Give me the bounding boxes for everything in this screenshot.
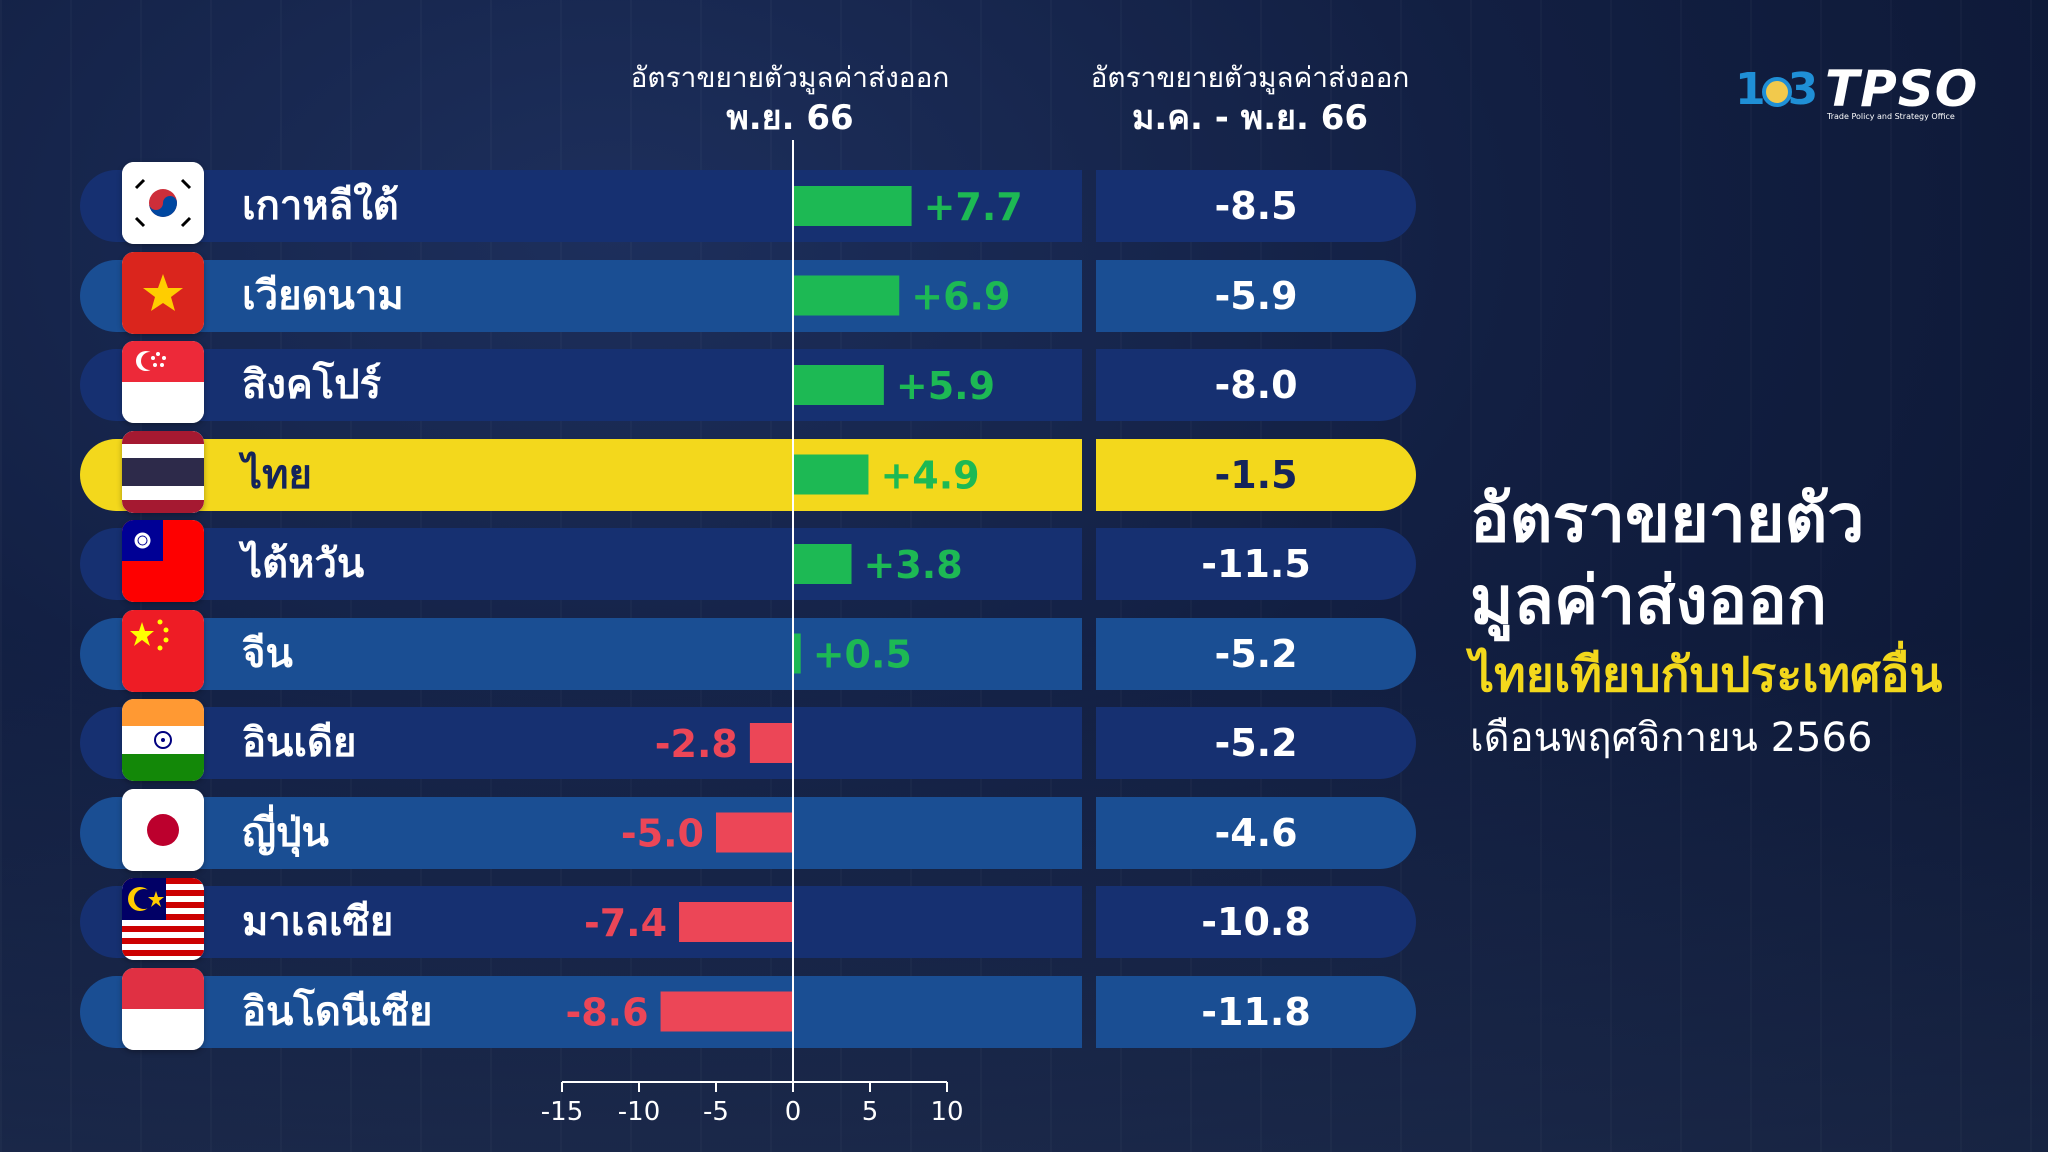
ytd-value-label: -5.9 xyxy=(1214,273,1298,318)
row-background-left xyxy=(80,886,1082,958)
row-background-left xyxy=(80,528,1082,600)
country-label: อินโดนีเซีย xyxy=(242,988,433,1035)
row-background-right xyxy=(1096,170,1416,242)
row-background-right xyxy=(1096,528,1416,600)
side-title-line4: เดือนพฤศจิกายน 2566 xyxy=(1470,715,1873,761)
ytd-value-label: -10.8 xyxy=(1201,900,1311,944)
country-label: เกาหลีใต้ xyxy=(242,183,399,229)
monthly-header-period: พ.ย. 66 xyxy=(726,98,854,138)
ytd-column-header: อัตราขยายตัวมูลค่าส่งออก ม.ค. - พ.ย. 66 xyxy=(1040,58,1460,138)
ytd-value-label: -1.5 xyxy=(1214,452,1298,497)
country-label: สิงคโปร์ xyxy=(242,362,382,408)
row-background-right xyxy=(1096,617,1416,690)
row-background-left xyxy=(80,170,1082,242)
ytd-value-label: -5.2 xyxy=(1214,631,1298,676)
row-background-right xyxy=(1096,886,1416,958)
flag-singapore-icon xyxy=(122,341,204,423)
flag-indonesia-icon xyxy=(122,967,204,1050)
side-title-line3: ไทยเทียบกับประเทศอื่น xyxy=(1470,647,1943,703)
flag-malaysia-icon xyxy=(122,878,204,960)
row-background-left xyxy=(80,796,1082,869)
row-background-left xyxy=(80,259,1082,332)
country-label: ญี่ปุ่น xyxy=(242,809,329,856)
flag-japan-icon xyxy=(122,788,204,871)
row-background-left xyxy=(80,975,1082,1048)
row-background-left xyxy=(80,349,1082,421)
brand-logo-subtitle: Trade Policy and Strategy Office xyxy=(1827,112,1955,121)
row-background-right xyxy=(1096,975,1416,1048)
ytd-value-label: -11.8 xyxy=(1201,989,1311,1034)
side-title-line1: อัตราขยายตัว xyxy=(1470,480,1865,557)
ytd-value-label: -5.2 xyxy=(1214,721,1298,765)
ytd-value-label: -8.5 xyxy=(1214,184,1298,228)
flag-thailand-icon xyxy=(122,430,204,513)
flag-korea-icon xyxy=(122,162,204,244)
row-background-left xyxy=(80,707,1082,779)
monthly-column-header: อัตราขยายตัวมูลค่าส่งออก พ.ย. 66 xyxy=(590,58,990,138)
ytd-header-period: ม.ค. - พ.ย. 66 xyxy=(1131,98,1369,138)
row-background-left xyxy=(80,617,1082,690)
side-title: อัตราขยายตัว มูลค่าส่งออก ไทยเทียบกับประ… xyxy=(1470,478,2030,768)
country-label: ไต้หวัน xyxy=(242,541,365,587)
row-background-right xyxy=(1096,349,1416,421)
country-label: ไทย xyxy=(242,451,312,498)
ytd-value-label: -4.6 xyxy=(1214,810,1298,855)
flag-vietnam-icon xyxy=(122,251,204,334)
ytd-value-label: -11.5 xyxy=(1201,542,1311,586)
row-background-right xyxy=(1096,707,1416,779)
flag-taiwan-icon xyxy=(122,520,204,602)
row-background-right xyxy=(1096,796,1416,869)
country-label: มาเลเซีย xyxy=(242,899,394,945)
ytd-value-label: -8.0 xyxy=(1214,363,1298,407)
side-title-line2: มูลค่าส่งออก xyxy=(1470,562,1827,639)
country-label: อินเดีย xyxy=(242,720,357,766)
flag-india-icon xyxy=(122,699,204,781)
flag-china-icon xyxy=(122,609,204,692)
row-background-right xyxy=(1096,259,1416,332)
country-label: จีน xyxy=(242,630,293,677)
country-label: เวียดนาม xyxy=(242,272,404,319)
row-background-left xyxy=(80,438,1082,511)
row-background-right xyxy=(1096,438,1416,511)
ytd-header-title: อัตราขยายตัวมูลค่าส่งออก xyxy=(1090,61,1410,94)
monthly-header-title: อัตราขยายตัวมูลค่าส่งออก xyxy=(630,61,950,94)
brand-logo-text: TPSO xyxy=(1825,60,1979,118)
